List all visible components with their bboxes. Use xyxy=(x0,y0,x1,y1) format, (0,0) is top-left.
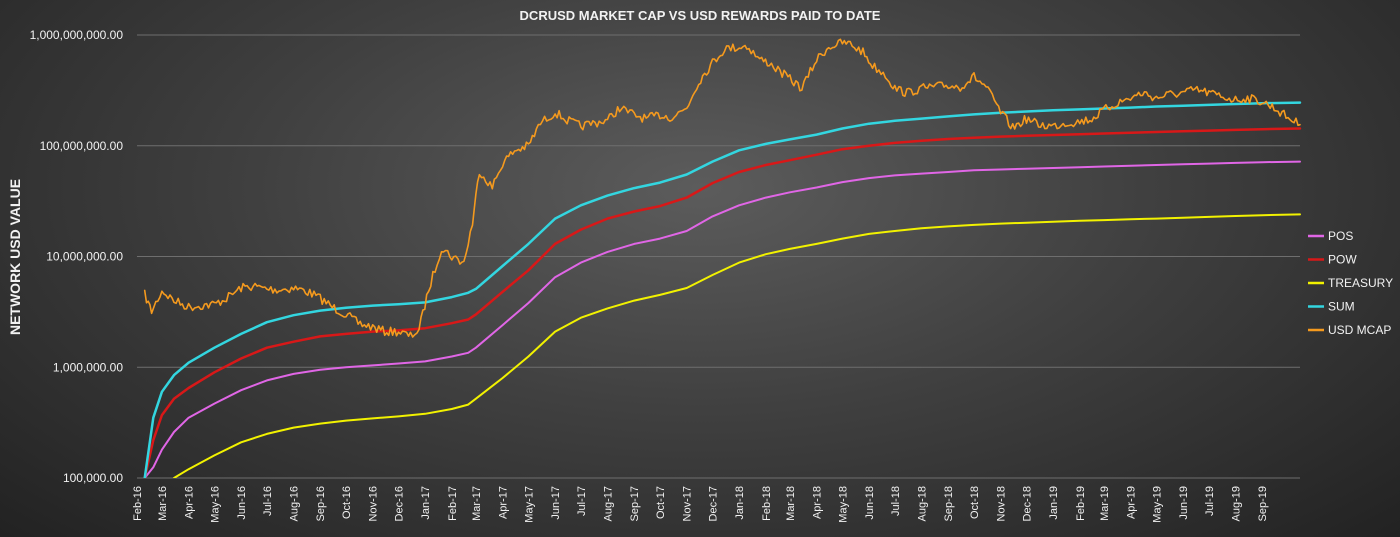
x-tick-label: May-16 xyxy=(209,486,221,523)
x-tick-label: Jun-17 xyxy=(550,486,562,520)
x-tick-label: Jul-19 xyxy=(1204,486,1216,516)
x-tick-label: May-18 xyxy=(837,486,849,523)
legend-label: POS xyxy=(1328,229,1353,243)
x-tick-label: May-17 xyxy=(523,486,535,523)
x-tick-label: Jun-16 xyxy=(236,486,248,520)
legend-label: SUM xyxy=(1328,300,1355,314)
x-tick-label: Feb-16 xyxy=(132,486,144,521)
x-tick-label: Aug-18 xyxy=(917,486,929,521)
series-line-pow xyxy=(143,127,1302,478)
x-tick-label: Feb-18 xyxy=(761,486,773,521)
x-tick-label: Nov-16 xyxy=(368,486,380,521)
y-axis-tick-labels: 100,000.00 1,000,000.00 10,000,000.00 100,0… xyxy=(30,28,124,485)
legend-label: USD MCAP xyxy=(1328,323,1391,337)
x-tick-label: Sep-17 xyxy=(629,486,641,521)
legend-label: TREASURY xyxy=(1328,276,1393,290)
x-tick-label: Jun-18 xyxy=(864,486,876,520)
x-tick-label: Mar-19 xyxy=(1099,486,1111,521)
x-tick-label: May-19 xyxy=(1151,486,1163,523)
x-tick-label: Mar-16 xyxy=(157,486,169,521)
x-tick-label: Feb-19 xyxy=(1075,486,1087,521)
y-tick-label: 10,000,000.00 xyxy=(46,250,123,264)
x-tick-label: Jul-17 xyxy=(576,486,588,516)
series-line-treasury xyxy=(173,213,1301,478)
x-tick-label: Dec-17 xyxy=(707,486,719,521)
x-tick-label: Aug-17 xyxy=(603,486,615,521)
x-tick-label: Mar-17 xyxy=(471,486,483,521)
x-tick-label: Apr-16 xyxy=(184,486,196,519)
x-tick-label: Mar-18 xyxy=(785,486,797,521)
legend: POS POW TREASURY SUM USD MCAP xyxy=(1308,229,1393,337)
x-tick-label: Oct-16 xyxy=(341,486,353,519)
x-tick-label: Jan-19 xyxy=(1048,486,1060,520)
y-axis-label: NETWORK USD VALUE xyxy=(7,179,23,335)
chart-title: DCRUSD MARKET CAP VS USD REWARDS PAID TO… xyxy=(520,8,881,23)
x-tick-label: Aug-16 xyxy=(289,486,301,521)
x-tick-label: Jan-17 xyxy=(420,486,432,520)
x-axis-tick-labels: Feb-16 Mar-16 Apr-16 May-16 Jun-16 Jul-16 Aug-… xyxy=(132,486,1269,523)
series-lines xyxy=(143,38,1302,478)
x-tick-label: Aug-19 xyxy=(1230,486,1242,521)
x-tick-label: Oct-18 xyxy=(969,486,981,519)
x-tick-label: Sep-18 xyxy=(943,486,955,521)
x-tick-label: Nov-17 xyxy=(682,486,694,521)
gridlines xyxy=(137,34,1300,479)
x-tick-label: Oct-17 xyxy=(655,486,667,519)
x-tick-label: Dec-16 xyxy=(394,486,406,521)
x-tick-label: Feb-17 xyxy=(447,486,459,521)
x-tick-label: Jan-18 xyxy=(734,486,746,520)
y-tick-label: 100,000,000.00 xyxy=(40,139,124,153)
series-line-pos xyxy=(143,160,1301,478)
x-tick-label: Nov-18 xyxy=(996,486,1008,521)
x-tick-label: Sep-19 xyxy=(1257,486,1269,521)
y-tick-label: 1,000,000,000.00 xyxy=(30,28,124,42)
y-tick-label: 100,000.00 xyxy=(63,471,123,485)
x-tick-label: Jul-18 xyxy=(890,486,902,516)
x-tick-label: Jun-19 xyxy=(1178,486,1190,520)
series-line-sum xyxy=(143,101,1302,478)
legend-label: POW xyxy=(1328,253,1357,267)
x-tick-label: Apr-17 xyxy=(498,486,510,519)
x-tick-label: Jul-16 xyxy=(262,486,274,516)
x-tick-label: Dec-18 xyxy=(1021,486,1033,521)
series-line-usd-mcap xyxy=(143,38,1301,338)
x-tick-label: Apr-18 xyxy=(812,486,824,519)
x-tick-label: Apr-19 xyxy=(1126,486,1138,519)
x-tick-label: Sep-16 xyxy=(315,486,327,521)
y-tick-label: 1,000,000.00 xyxy=(53,360,123,374)
